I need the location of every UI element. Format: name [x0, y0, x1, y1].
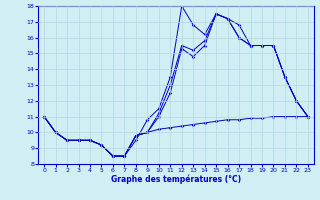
- X-axis label: Graphe des températures (°C): Graphe des températures (°C): [111, 175, 241, 184]
